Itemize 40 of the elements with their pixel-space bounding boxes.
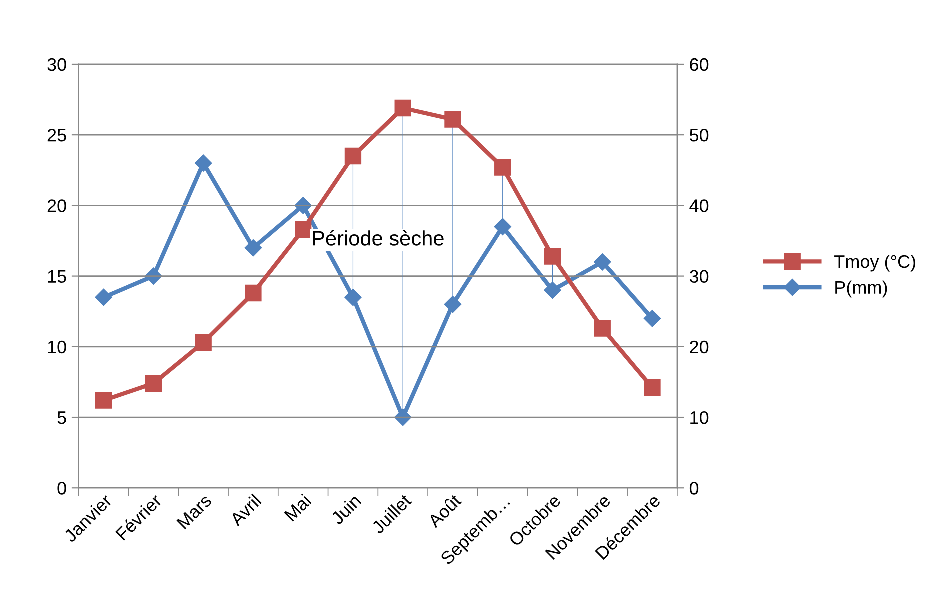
point bbox=[594, 254, 612, 271]
point bbox=[444, 111, 462, 128]
point bbox=[344, 288, 362, 306]
y-tick-label: 30 bbox=[48, 58, 66, 72]
point bbox=[95, 392, 112, 409]
y-tick-label: 5 bbox=[58, 412, 66, 424]
legend-label: Tmoy (°C) bbox=[834, 254, 916, 272]
point bbox=[344, 148, 362, 165]
point bbox=[594, 320, 611, 337]
point bbox=[544, 282, 562, 299]
point bbox=[195, 154, 212, 172]
y-tick-label: 15 bbox=[48, 270, 66, 284]
y-tick-label: 20 bbox=[48, 200, 66, 212]
y2-tick-label: 0 bbox=[690, 482, 699, 495]
point bbox=[295, 221, 312, 238]
point bbox=[544, 248, 562, 265]
point bbox=[95, 288, 112, 306]
y-tick-label: 10 bbox=[48, 340, 66, 354]
point bbox=[494, 218, 512, 236]
x-tick-label: Mai bbox=[284, 494, 312, 522]
point bbox=[494, 159, 512, 176]
point bbox=[245, 284, 262, 302]
point bbox=[394, 100, 412, 117]
x-tick-label: Juin bbox=[330, 494, 362, 526]
y2-tick-label: 10 bbox=[690, 411, 709, 424]
annotation: Période sèche bbox=[313, 230, 444, 246]
y2-tick-label: 50 bbox=[690, 129, 709, 142]
point bbox=[444, 296, 462, 314]
y2-tick-label: 40 bbox=[690, 200, 709, 212]
y2-tick-label: 60 bbox=[690, 58, 709, 72]
y2-tick-label: 30 bbox=[690, 270, 709, 284]
legend-label: P(mm) bbox=[836, 280, 888, 298]
point bbox=[145, 375, 162, 392]
y-tick-label: 25 bbox=[48, 129, 66, 142]
point bbox=[244, 240, 262, 257]
y-tick-label: 0 bbox=[58, 482, 66, 495]
point bbox=[644, 380, 661, 396]
y2-tick-label: 20 bbox=[690, 340, 709, 354]
point bbox=[195, 334, 212, 352]
point bbox=[644, 310, 662, 328]
